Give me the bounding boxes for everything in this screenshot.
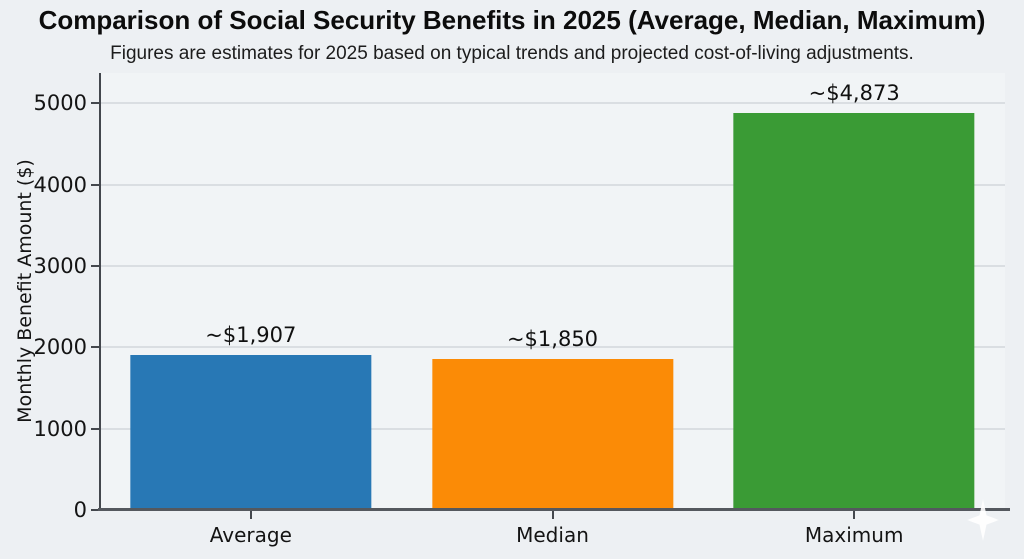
y-tick-label: 5000: [33, 91, 87, 116]
x-tick-mark: [551, 510, 554, 519]
x-tick-mark: [249, 510, 252, 519]
bar-maximum: [733, 113, 975, 510]
plot-area: 0 1000 2000 3000 4000 5000 ~$1,907 Average ~$1,8…: [34, 73, 1010, 547]
gridline: [100, 183, 1005, 186]
bar-value-label: ~$1,907: [205, 322, 297, 347]
chart-subtitle: Figures are estimates for 2025 based on …: [110, 43, 914, 64]
gridline: [100, 346, 1005, 349]
bar-value-label: ~$1,850: [506, 327, 599, 352]
x-tick-mark: [853, 510, 856, 519]
y-tick-label: 2000: [33, 335, 87, 360]
x-tick-label: Average: [209, 523, 292, 547]
x-axis-spine: [98, 508, 1010, 511]
chart-title: Comparison of Social Security Benefits i…: [38, 5, 986, 35]
bar-value-label: ~$4,873: [808, 81, 900, 106]
y-tick-mark: [91, 264, 100, 267]
y-axis-label: Monthly Benefit Amount ($): [14, 159, 36, 423]
y-tick-mark: [91, 102, 100, 105]
y-tick-mark: [91, 183, 100, 186]
y-tick-label: 3000: [33, 253, 87, 278]
gridline: [100, 264, 1005, 267]
x-tick-label: Median: [516, 523, 589, 547]
y-tick-mark: [91, 427, 100, 430]
y-tick-label: 0: [73, 498, 87, 522]
y-axis-spine: [99, 73, 101, 510]
x-tick-label: Maximum: [804, 523, 904, 547]
y-tick-label: 1000: [33, 416, 87, 441]
bar-average: [130, 354, 372, 510]
bar-median: [431, 359, 674, 510]
y-tick-mark: [91, 346, 100, 349]
y-tick-label: 4000: [33, 172, 87, 197]
y-tick-mark: [91, 509, 100, 511]
gridline: [100, 102, 1005, 105]
